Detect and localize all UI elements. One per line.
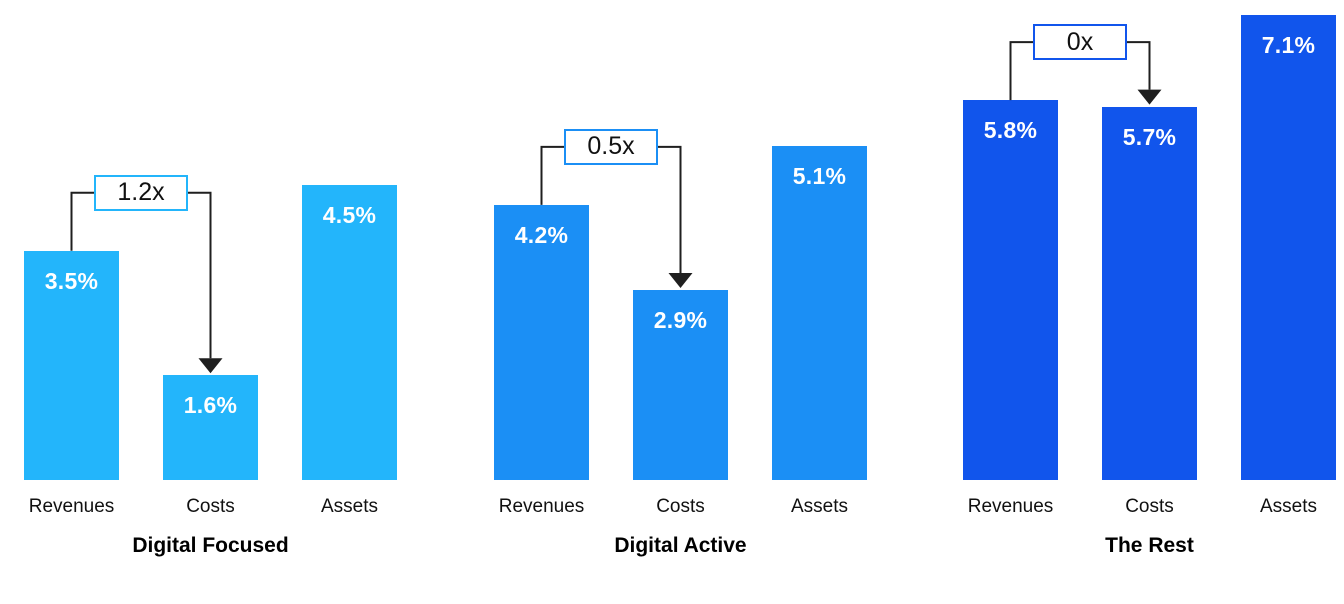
value-label: 3.5% [44,267,99,294]
arrow-down-icon [198,358,223,374]
ratio-box: 0.5x [564,128,658,165]
value-label: 5.1% [792,162,847,189]
x-label-costs: Costs [186,496,235,517]
ratio-box: 1.2x [94,174,188,211]
bar-costs: 5.7% [1102,106,1197,480]
x-label-assets: Assets [790,496,849,517]
value-label: 4.5% [322,202,377,229]
bar-revenues: 4.2% [494,204,589,480]
value-label: 2.9% [653,307,708,334]
bar-revenues: 5.8% [963,100,1058,480]
chart-group-the-rest: 5.8% 5.7% 7.1% 0x Revenues Costs Assets … [963,0,1336,558]
x-axis-labels: Revenues Costs Assets [24,496,397,520]
arrow-down-icon [668,273,693,289]
connector-right-line [1127,41,1151,90]
x-label-assets: Assets [1259,496,1318,517]
group-title: The Rest [1105,534,1194,557]
value-label: 5.8% [983,117,1038,144]
value-label: 4.2% [514,221,569,248]
value-label: 1.6% [183,392,238,419]
x-axis-labels: Revenues Costs Assets [494,496,867,520]
bar-costs: 1.6% [163,375,258,480]
value-label: 7.1% [1261,31,1316,58]
chart-group-digital-focused: 3.5% 1.6% 4.5% 1.2x Revenues Costs Asset… [24,0,397,558]
x-label-revenues: Revenues [967,496,1054,517]
bar-revenues: 3.5% [24,250,119,480]
bar-assets: 5.1% [772,145,867,480]
x-label-revenues: Revenues [498,496,585,517]
bar-assets: 7.1% [1241,14,1336,480]
arrow-down-icon [1137,89,1162,105]
chart-group-digital-active: 4.2% 2.9% 5.1% 0.5x Revenues Costs Asset… [494,0,867,558]
group-title: Digital Focused [132,534,289,557]
plot-area: 4.2% 2.9% 5.1% 0.5x [494,0,867,480]
plot-area: 3.5% 1.6% 4.5% 1.2x [24,0,397,480]
x-label-revenues: Revenues [28,496,115,517]
connector-right-line [658,145,682,274]
plot-area: 5.8% 5.7% 7.1% 0x [963,0,1336,480]
x-label-assets: Assets [320,496,379,517]
group-title: Digital Active [614,534,747,557]
connector-left-line [70,191,94,251]
x-axis-labels: Revenues Costs Assets [963,496,1336,520]
x-label-costs: Costs [1125,496,1174,517]
ratio-label: 0.5x [587,132,635,161]
connector-left-line [540,145,564,205]
value-label: 5.7% [1122,123,1177,150]
x-label-costs: Costs [656,496,705,517]
ratio-label: 1.2x [117,178,165,207]
connector-right-line [188,191,212,359]
ratio-box: 0x [1033,24,1127,61]
bar-costs: 2.9% [633,290,728,480]
bar-assets: 4.5% [302,185,397,480]
ratio-label: 0x [1066,27,1094,56]
connector-left-line [1009,41,1033,101]
